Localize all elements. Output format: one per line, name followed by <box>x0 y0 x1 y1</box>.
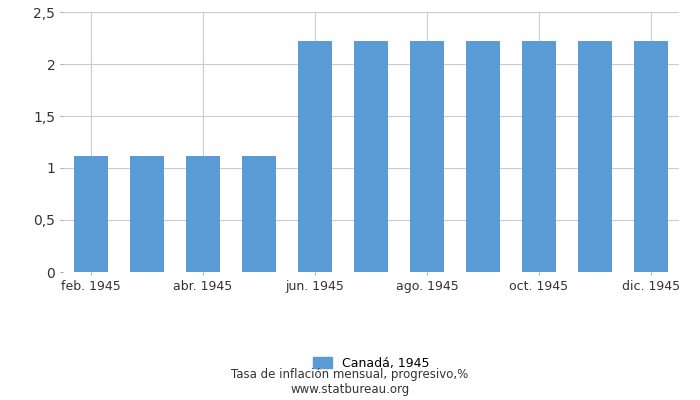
Text: www.statbureau.org: www.statbureau.org <box>290 383 410 396</box>
Bar <box>130 156 164 272</box>
Bar <box>410 41 444 272</box>
Bar <box>186 156 220 272</box>
Bar <box>74 156 108 272</box>
Bar <box>634 41 668 272</box>
Text: Tasa de inflación mensual, progresivo,%: Tasa de inflación mensual, progresivo,% <box>232 368 468 381</box>
Bar <box>298 41 332 272</box>
Bar <box>242 156 276 272</box>
Bar <box>578 41 612 272</box>
Bar <box>354 41 388 272</box>
Bar <box>466 41 500 272</box>
Bar <box>522 41 556 272</box>
Legend: Canadá, 1945: Canadá, 1945 <box>308 352 434 375</box>
